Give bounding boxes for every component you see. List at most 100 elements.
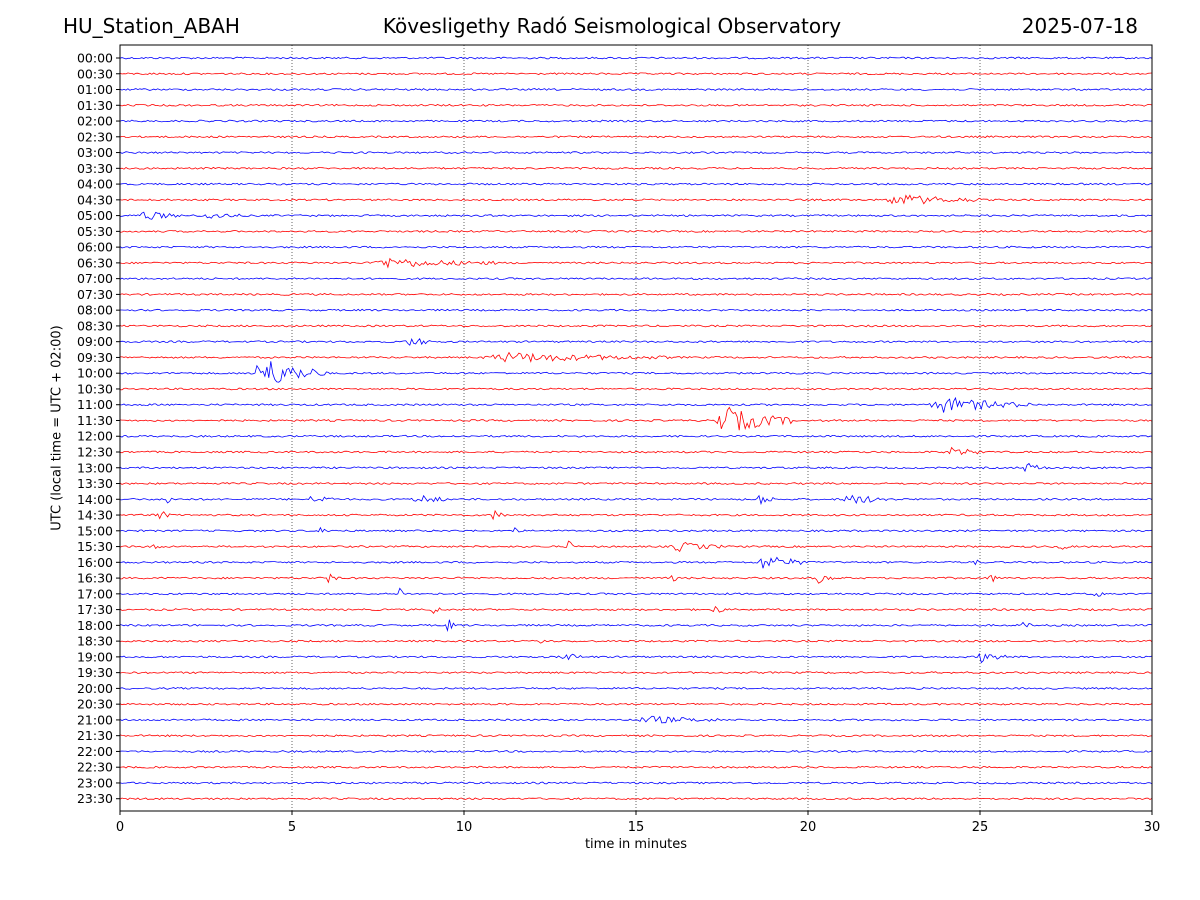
seismogram-trace (119, 509, 1153, 521)
y-tick-label: 10:00 (77, 366, 113, 381)
seismogram-trace (119, 605, 1153, 614)
seismogram-trace (119, 361, 1153, 383)
seismogram-trace (119, 166, 1153, 170)
y-tick-label: 08:00 (77, 303, 113, 318)
seismogram-trace (119, 72, 1153, 76)
seismogram-trace (119, 494, 1153, 506)
y-tick-label: 15:30 (77, 539, 113, 554)
seismogram-trace (119, 765, 1153, 769)
seismogram-trace (119, 702, 1153, 706)
y-tick-label: 22:30 (77, 760, 113, 775)
seismogram-trace (119, 587, 1153, 597)
seismogram-trace (119, 540, 1153, 553)
y-tick-label: 12:00 (77, 429, 113, 444)
y-tick-label: 21:30 (77, 728, 113, 743)
seismogram-trace (119, 245, 1153, 249)
seismogram-trace (119, 406, 1153, 431)
seismogram-trace (119, 526, 1153, 533)
seismogram-trace (119, 229, 1153, 233)
y-tick-label: 04:00 (77, 177, 113, 192)
seismogram-trace (119, 277, 1153, 281)
y-tick-label: 18:30 (77, 634, 113, 649)
seismogram-traces (119, 56, 1153, 801)
seismogram-trace (119, 750, 1153, 753)
seismogram-trace (119, 639, 1153, 644)
seismogram-trace (119, 734, 1153, 738)
seismogram-trace (119, 556, 1153, 569)
seismogram-trace (119, 396, 1153, 413)
y-tick-label: 20:00 (77, 681, 113, 696)
seismogram-trace (119, 135, 1153, 139)
y-tick-label: 00:00 (77, 51, 113, 66)
seismogram-trace (119, 119, 1153, 123)
seismogram-trace (120, 308, 1153, 312)
seismogram-trace (119, 797, 1153, 801)
seismogram-trace (119, 103, 1153, 107)
seismogram-trace (119, 671, 1153, 675)
grid-lines (291, 45, 981, 811)
y-tick-label: 02:00 (77, 114, 113, 129)
y-tick-label: 14:30 (77, 508, 113, 523)
y-tick-label: 01:30 (77, 98, 113, 113)
y-tick-label: 23:30 (77, 791, 113, 806)
x-tick-label: 25 (972, 820, 989, 835)
y-tick-label: 06:30 (77, 255, 113, 270)
x-tick-label: 15 (628, 820, 645, 835)
y-tick-label: 22:00 (77, 744, 113, 759)
y-tick-label: 11:30 (77, 413, 113, 428)
x-tick-label: 0 (116, 820, 124, 835)
y-tick-label: 06:00 (77, 240, 113, 255)
y-tick-label: 00:30 (77, 66, 113, 81)
seismogram-trace (119, 151, 1153, 154)
y-tick-label: 01:00 (77, 82, 113, 97)
y-tick-label: 11:00 (77, 397, 113, 412)
y-tick-label: 17:30 (77, 602, 113, 617)
y-tick-label: 04:30 (77, 192, 113, 207)
seismogram-trace (119, 182, 1153, 186)
seismogram-trace (119, 462, 1153, 473)
seismogram-trace (119, 351, 1153, 363)
y-tick-label: 18:00 (77, 618, 113, 633)
y-tick-label: 15:00 (77, 523, 113, 538)
y-tick-label: 03:00 (77, 145, 113, 160)
y-axis-label: UTC (local time = UTC + 02:00) (49, 325, 65, 531)
y-tick-label: 13:30 (77, 476, 113, 491)
x-tick-label: 30 (1144, 820, 1161, 835)
x-axis-ticks: 0 5 10 15 20 25 30 (116, 811, 1160, 835)
y-tick-label: 17:00 (77, 586, 113, 601)
y-tick-label: 12:30 (77, 445, 113, 460)
x-tick-label: 5 (288, 820, 296, 835)
seismogram-trace (119, 387, 1153, 391)
y-tick-label: 07:30 (77, 287, 113, 302)
y-tick-label: 08:30 (77, 318, 113, 333)
seismogram-trace (119, 482, 1153, 485)
y-tick-label: 07:00 (77, 271, 113, 286)
seismogram-trace (119, 324, 1153, 328)
y-tick-label: 02:30 (77, 129, 113, 144)
seismogram-trace (119, 88, 1153, 91)
y-tick-label: 21:00 (77, 712, 113, 727)
y-tick-label: 09:00 (77, 334, 113, 349)
y-tick-label: 14:00 (77, 492, 113, 507)
seismogram-trace (119, 434, 1153, 438)
y-tick-label: 20:30 (77, 697, 113, 712)
seismogram-trace (119, 715, 1153, 724)
seismogram-trace (120, 211, 1153, 220)
seismogram-trace (119, 619, 1153, 632)
chart-title: Kövesligethy Radó Seismological Observat… (382, 14, 842, 38)
y-tick-label: 09:30 (77, 350, 113, 365)
y-tick-label: 05:00 (77, 208, 113, 223)
x-tick-label: 20 (800, 820, 817, 835)
seismogram-trace (119, 337, 1153, 346)
y-tick-label: 16:00 (77, 555, 113, 570)
y-tick-label: 16:30 (77, 571, 113, 586)
x-axis-label: time in minutes (584, 837, 688, 852)
x-tick-label: 10 (456, 820, 473, 835)
seismogram-trace (119, 56, 1153, 60)
y-tick-label: 19:30 (77, 665, 113, 680)
seismogram-trace (119, 686, 1153, 690)
record-date: 2025-07-18 (1021, 14, 1138, 38)
seismogram-trace (119, 194, 1153, 205)
seismogram-trace (119, 573, 1152, 584)
